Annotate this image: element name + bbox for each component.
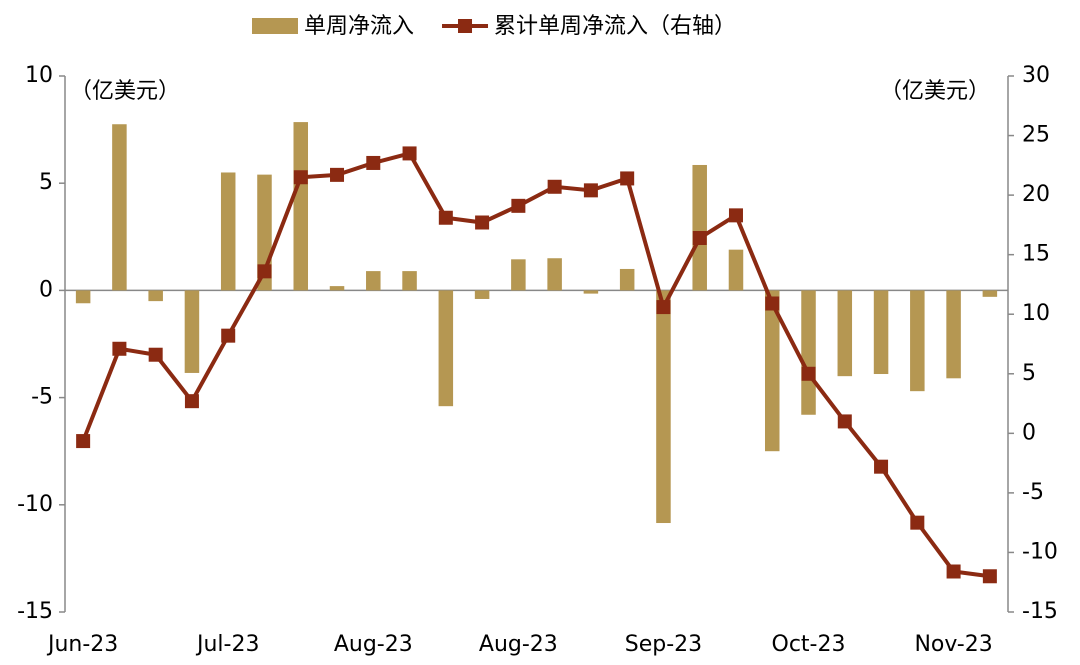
bar [547, 258, 562, 291]
marker [438, 210, 453, 225]
legend-label: 单周净流入 [304, 14, 414, 39]
bar [619, 268, 635, 291]
bar [873, 290, 889, 375]
marker [511, 198, 526, 213]
bar [293, 122, 309, 291]
bar [329, 286, 345, 291]
bar [946, 290, 961, 379]
x-tick-label: Sep-23 [625, 632, 702, 657]
marker [692, 230, 707, 245]
line [81, 151, 991, 579]
y2-tick-label: 25 [1022, 123, 1050, 148]
y2-tick-label: 15 [1022, 242, 1050, 267]
marker [184, 394, 199, 409]
bar [75, 290, 91, 304]
marker [583, 183, 598, 198]
y-tick-label: 0 [39, 277, 53, 302]
bar [184, 290, 200, 373]
marker [293, 170, 308, 185]
marker [874, 459, 889, 474]
marker [620, 171, 635, 186]
bar [474, 290, 490, 299]
y-tick-label: 5 [39, 170, 53, 195]
bar [402, 271, 417, 291]
bar [366, 271, 381, 291]
x-tick-label: Aug-23 [479, 632, 558, 657]
y-tick-label: -10 [17, 492, 53, 517]
bar [656, 290, 671, 524]
bar [511, 259, 526, 291]
y2-tick-label: 30 [1022, 63, 1050, 88]
bar [148, 290, 163, 302]
marker [765, 296, 780, 311]
legend-label: 累计单周净流入（右轴） [494, 14, 736, 39]
y-tick-label: 10 [25, 63, 53, 88]
bar [583, 290, 599, 294]
y2-tick-label: -10 [1022, 539, 1058, 564]
y2-tick-label: -15 [1022, 599, 1058, 624]
marker [257, 264, 272, 279]
marker [547, 179, 562, 194]
x-tick-label: Jul-23 [195, 632, 259, 657]
x-tick-label: Jun-23 [46, 632, 118, 657]
marker [801, 366, 816, 381]
y2-tick-label: 0 [1022, 420, 1036, 445]
marker [76, 434, 91, 449]
bar [764, 290, 780, 452]
bar [220, 172, 236, 291]
marker [910, 515, 925, 530]
marker [148, 347, 163, 362]
x-tick-label: Oct-23 [772, 632, 846, 657]
bar [692, 164, 707, 291]
marker [366, 155, 381, 170]
y2-tick-label: 20 [1022, 182, 1050, 207]
legend-swatch [458, 19, 473, 33]
bar [728, 249, 744, 291]
y2-tick-label: -5 [1022, 480, 1044, 505]
marker [656, 300, 671, 315]
marker [112, 341, 127, 356]
marker [946, 564, 961, 579]
bar [112, 124, 127, 291]
marker [982, 569, 997, 584]
marker [837, 414, 852, 429]
y-tick-label: -5 [31, 385, 53, 410]
marker [475, 215, 490, 230]
legend-swatch [252, 18, 298, 34]
marker [402, 146, 417, 161]
bar [837, 290, 853, 377]
marker [221, 328, 236, 343]
y-unit: （亿美元） [70, 79, 180, 104]
marker [330, 167, 345, 182]
y2-tick-label: 10 [1022, 301, 1050, 326]
bar [910, 290, 925, 392]
bar [982, 290, 998, 297]
y-tick-label: -15 [17, 599, 53, 624]
y2-unit: （亿美元） [880, 79, 990, 104]
bar [801, 290, 816, 415]
x-tick-label: Nov-23 [914, 632, 992, 657]
x-tick-label: Aug-23 [334, 632, 413, 657]
marker [728, 208, 743, 223]
bar [438, 290, 454, 407]
y2-tick-label: 5 [1022, 361, 1036, 386]
